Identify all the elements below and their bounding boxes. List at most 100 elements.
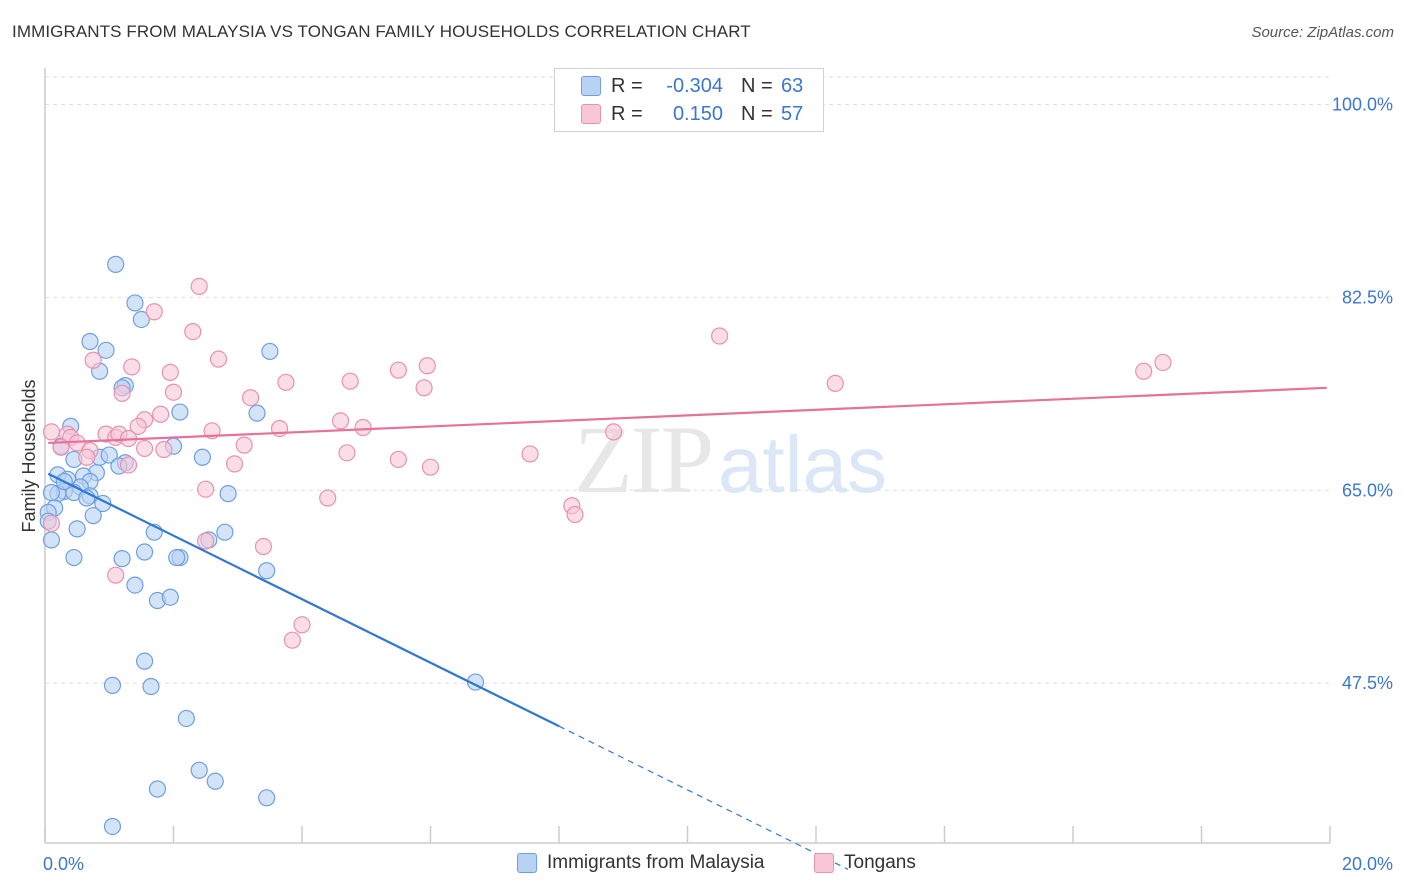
tongan-point xyxy=(135,439,154,458)
legend-label: Tongans xyxy=(844,852,916,873)
tongan-point xyxy=(389,361,407,379)
tongan-point xyxy=(566,505,584,524)
gridlines xyxy=(45,76,1330,684)
tongan-point xyxy=(42,514,61,532)
legend-row-malaysia: R = -0.304 N = 63 xyxy=(581,72,803,100)
watermark-atlas: atlas xyxy=(718,420,887,509)
legend-label: Immigrants from Malaysia xyxy=(547,852,765,873)
tongan-point xyxy=(152,405,170,423)
tongan-point xyxy=(184,322,202,341)
r-label: R = xyxy=(611,74,643,97)
tongan-point xyxy=(155,440,173,459)
malaysia-point xyxy=(65,548,83,567)
tongan-point xyxy=(283,631,301,649)
malaysia-point xyxy=(81,332,99,351)
malaysia-point xyxy=(193,448,212,466)
tongan-point xyxy=(42,423,61,441)
legend-swatch-pink xyxy=(814,853,834,873)
x-tick-label: 0.0% xyxy=(43,854,84,874)
r-label: R = xyxy=(611,102,643,125)
malaysia-point xyxy=(219,485,237,503)
malaysia-point xyxy=(126,294,144,312)
tongan-point xyxy=(389,450,407,469)
tongan-point xyxy=(826,374,844,392)
legend-swatch-blue xyxy=(517,853,537,873)
malaysia-point xyxy=(248,404,266,422)
legend-swatch-pink xyxy=(581,104,601,124)
malaysia-point xyxy=(42,483,61,502)
source-label: Source: ZipAtlas.com xyxy=(1251,24,1394,41)
legend-item-malaysia: Immigrants from Malaysia xyxy=(517,852,765,874)
legend-swatch-blue xyxy=(581,76,601,96)
axes xyxy=(44,68,1331,844)
n-value: 63 xyxy=(781,74,804,97)
tongan-point xyxy=(235,436,253,454)
tongan-point xyxy=(354,418,372,437)
n-label: N = xyxy=(741,74,773,97)
malaysia-point xyxy=(126,576,144,594)
y-tick-label: 82.5% xyxy=(1342,287,1393,307)
malaysia-point xyxy=(161,588,179,606)
malaysia-point xyxy=(148,780,167,798)
tongan-point xyxy=(341,372,359,390)
r-value: 0.150 xyxy=(672,102,723,125)
tongan-point xyxy=(521,445,539,463)
malaysia-point xyxy=(135,652,154,670)
malaysia-point xyxy=(113,550,131,568)
series-legend: Immigrants from Malaysia Tongans xyxy=(0,852,1406,878)
malaysia-point xyxy=(103,817,122,836)
malaysia-point xyxy=(42,531,61,549)
r-value: -0.304 xyxy=(666,74,723,97)
malaysia-trend-extension xyxy=(558,725,849,870)
correlation-legend: R = -0.304 N = 63 R = 0.150 N = 57 xyxy=(554,68,824,132)
x-tick-label: 20.0% xyxy=(1342,854,1393,874)
tongan-point xyxy=(338,444,356,462)
tongan-point xyxy=(415,379,433,397)
legend-item-tongans: Tongans xyxy=(814,852,916,874)
tongan-point xyxy=(78,448,96,466)
malaysia-point xyxy=(206,772,224,790)
tongan-point xyxy=(145,303,163,321)
tongan-point xyxy=(1154,353,1172,372)
tongan-point xyxy=(190,277,208,296)
y-tick-label: 47.5% xyxy=(1342,673,1393,693)
y-tick-label: 65.0% xyxy=(1342,480,1393,500)
malaysia-point xyxy=(135,543,154,561)
malaysia-point xyxy=(97,341,115,359)
watermark-zip: ZIP xyxy=(574,406,712,513)
tongan-point xyxy=(225,455,244,473)
tongan-point xyxy=(605,423,623,441)
tongan-point xyxy=(711,327,729,345)
tick-labels: 100.0% 82.5% 65.0% 47.5% 0.0% 20.0% xyxy=(43,95,1393,874)
malaysia-point xyxy=(103,676,122,694)
y-axis-label: Family Households xyxy=(19,379,39,532)
tongan-point xyxy=(129,417,147,435)
legend-row-tongans: R = 0.150 N = 57 xyxy=(581,100,803,128)
tongan-point xyxy=(1135,362,1153,380)
tongan-point xyxy=(197,480,215,498)
tongan-point xyxy=(107,566,125,584)
malaysia-point xyxy=(171,403,189,421)
tongan-trend-line xyxy=(48,386,1327,445)
malaysia-point xyxy=(258,562,276,580)
tongan-point xyxy=(421,458,440,476)
n-value: 57 xyxy=(781,102,804,125)
tongan-point xyxy=(161,363,179,381)
tongan-point xyxy=(319,489,337,507)
tongan-point xyxy=(277,373,295,391)
chart-title: IMMIGRANTS FROM MALAYSIA VS TONGAN FAMIL… xyxy=(12,22,751,41)
watermark: ZIP atlas xyxy=(574,406,887,513)
tongan-point xyxy=(418,357,436,375)
malaysia-point xyxy=(132,310,150,329)
tongan-point xyxy=(209,350,228,368)
tongan-point xyxy=(113,384,131,402)
tongan-point xyxy=(197,532,215,550)
trend-lines xyxy=(47,386,1327,870)
malaysia-point xyxy=(258,789,276,807)
tongan-point xyxy=(331,412,350,430)
tongan-point xyxy=(164,383,183,401)
y-tick-label: 100.0% xyxy=(1332,95,1393,115)
tongan-point xyxy=(242,389,260,407)
malaysia-point xyxy=(84,507,102,525)
malaysia-point xyxy=(107,255,125,273)
